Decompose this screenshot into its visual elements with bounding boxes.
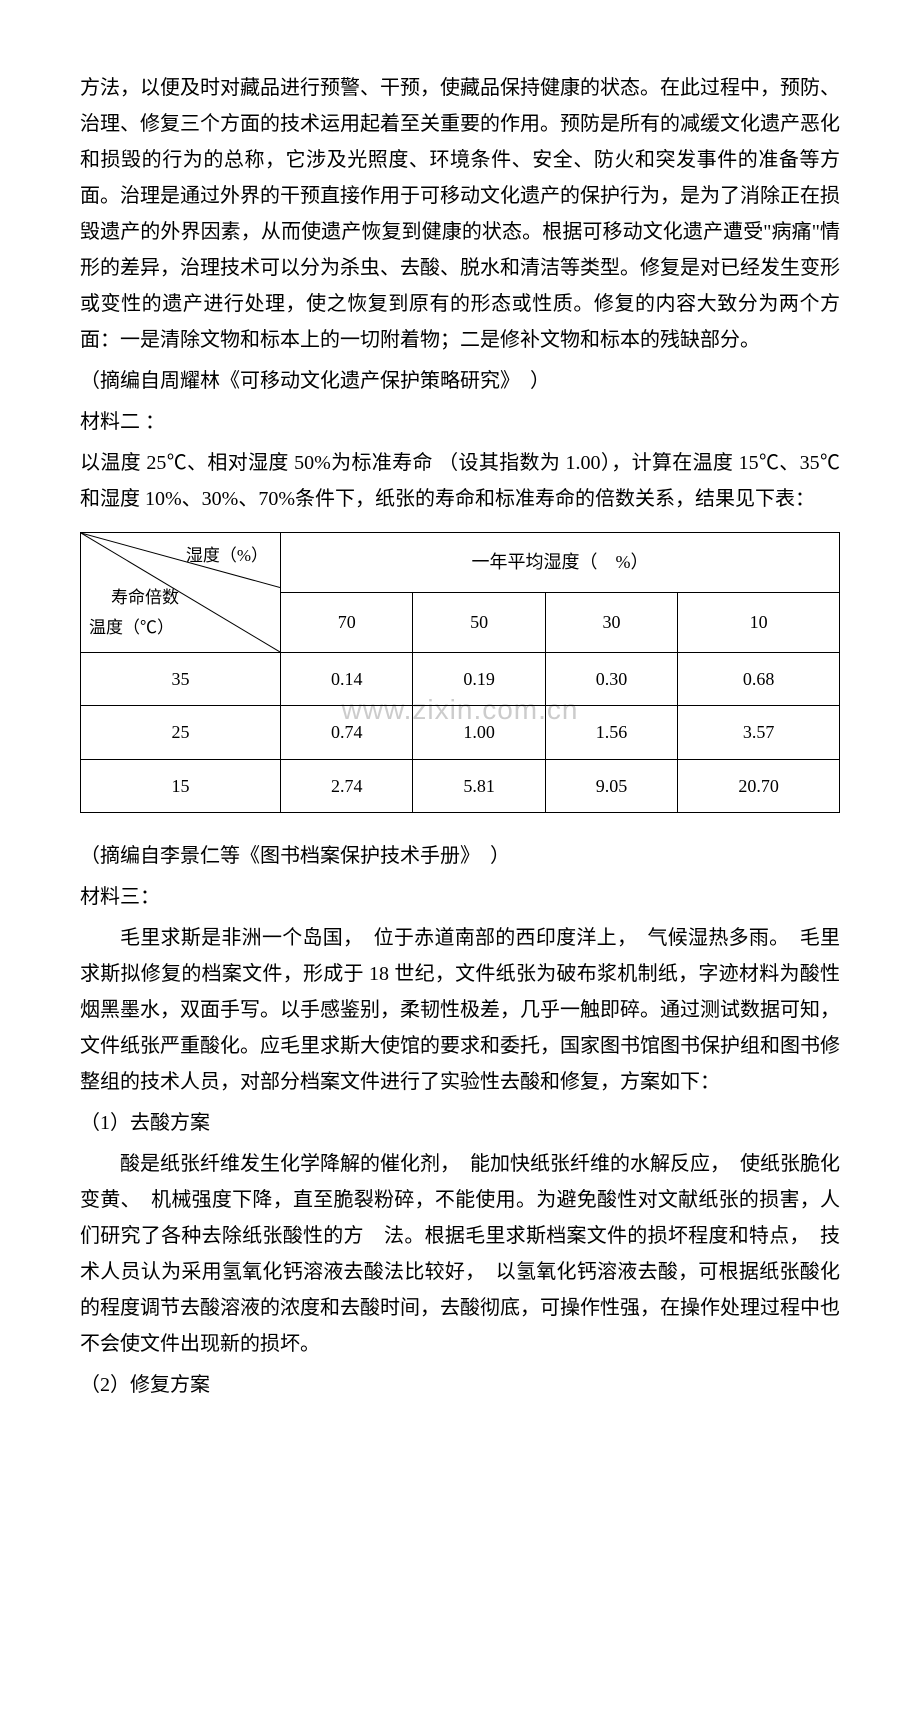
temp-cell: 15 (81, 759, 281, 812)
diagonal-mid-label: 寿命倍数 (111, 583, 179, 614)
temp-cell: 35 (81, 653, 281, 706)
paragraph-3: 毛里求斯是非洲一个岛国， 位于赤道南部的西印度洋上， 气候湿热多雨。 毛里求斯拟… (80, 920, 840, 1100)
merged-header-cell: 一年平均湿度（ %） (281, 533, 840, 593)
diagonal-top-label: 湿度（%） (186, 541, 268, 572)
column-header: 70 (281, 592, 413, 652)
temp-cell: 25 (81, 706, 281, 759)
paragraph-2: 以温度 25℃、相对湿度 50%为标准寿命 （设其指数为 1.00），计算在温度… (80, 445, 840, 517)
value-cell: 0.14 (281, 653, 413, 706)
source-1: （摘编自周耀林《可移动文化遗产保护策略研究》 ） (80, 363, 840, 399)
value-cell: 1.00 (413, 706, 545, 759)
value-cell: 0.19 (413, 653, 545, 706)
material-3-label: 材料三： (80, 879, 840, 915)
value-cell: 5.81 (413, 759, 545, 812)
table-row: 35 0.14 0.19 0.30 0.68 (81, 653, 840, 706)
paragraph-4: 酸是纸张纤维发生化学降解的催化剂， 能加快纸张纤维的水解反应， 使纸张脆化变黄、… (80, 1146, 840, 1362)
data-table: 湿度（%） 寿命倍数 温度（℃） 一年平均湿度（ %） 70 50 30 10 … (80, 532, 840, 813)
value-cell: 9.05 (545, 759, 677, 812)
value-cell: 3.57 (678, 706, 840, 759)
value-cell: 20.70 (678, 759, 840, 812)
value-cell: 0.30 (545, 653, 677, 706)
column-header: 10 (678, 592, 840, 652)
section-2-label: （2）修复方案 (80, 1367, 840, 1403)
column-header: 50 (413, 592, 545, 652)
material-2-label: 材料二 ： (80, 404, 840, 440)
diagonal-header-cell: 湿度（%） 寿命倍数 温度（℃） (81, 533, 281, 653)
value-cell: 0.74 (281, 706, 413, 759)
table-row: 25 0.74 1.00 1.56 3.57 (81, 706, 840, 759)
value-cell: 2.74 (281, 759, 413, 812)
value-cell: 1.56 (545, 706, 677, 759)
section-1-label: （1）去酸方案 (80, 1105, 840, 1141)
table-row: 15 2.74 5.81 9.05 20.70 (81, 759, 840, 812)
column-header: 30 (545, 592, 677, 652)
table-header-row: 湿度（%） 寿命倍数 温度（℃） 一年平均湿度（ %） (81, 533, 840, 593)
data-table-wrapper: 湿度（%） 寿命倍数 温度（℃） 一年平均湿度（ %） 70 50 30 10 … (80, 532, 840, 813)
paragraph-1: 方法，以便及时对藏品进行预警、干预，使藏品保持健康的状态。在此过程中，预防、治理… (80, 70, 840, 358)
diagonal-bottom-label: 温度（℃） (89, 613, 174, 644)
value-cell: 0.68 (678, 653, 840, 706)
source-2: （摘编自李景仁等《图书档案保护技术手册》 ） (80, 838, 840, 874)
